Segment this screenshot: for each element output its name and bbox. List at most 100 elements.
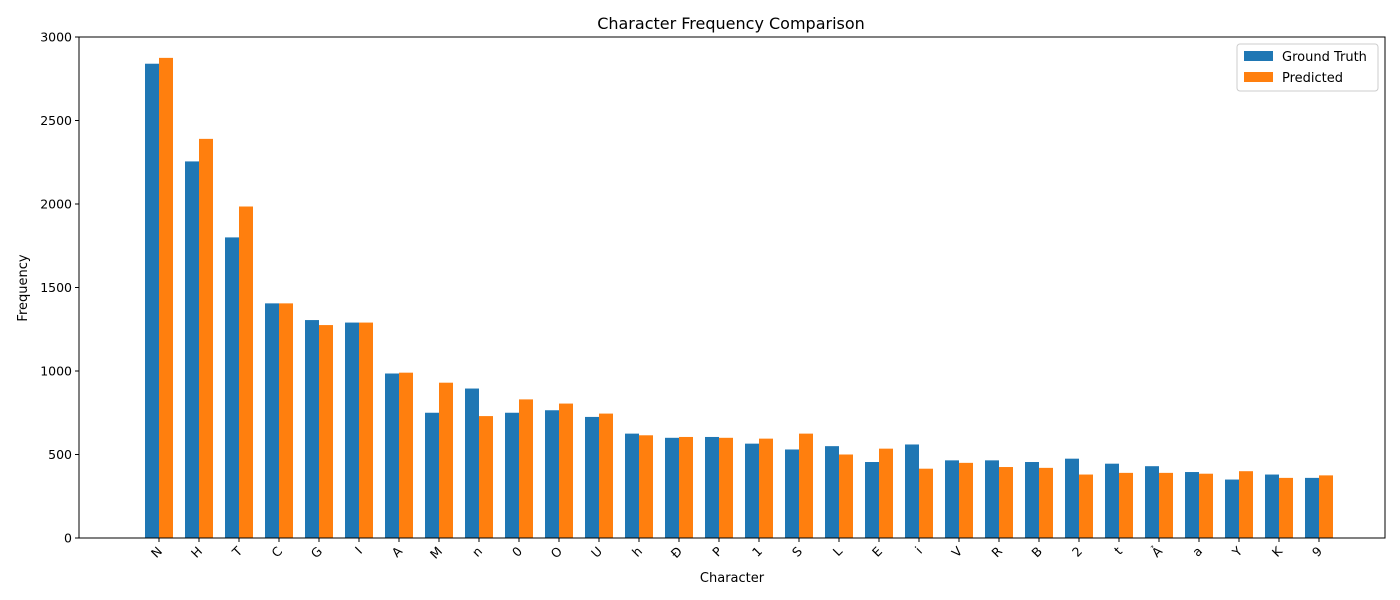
x-tick-label: H: [188, 544, 205, 561]
bar-predicted-12: [639, 435, 653, 538]
bar-ground-truth-23: [1065, 458, 1079, 538]
x-tick-label: S: [789, 543, 805, 559]
y-tick-label: 500: [48, 447, 72, 462]
bar-predicted-0: [159, 57, 173, 538]
legend-swatch-1: [1244, 72, 1273, 82]
y-tick-label: 3000: [40, 30, 72, 45]
x-tick-label: G: [308, 544, 325, 561]
x-tick-label: a: [1189, 544, 1205, 560]
x-tick-label: L: [830, 543, 846, 559]
legend-label-0: Ground Truth: [1282, 50, 1367, 65]
x-tick-label: 0: [509, 543, 525, 559]
y-ticks: 0 500 1000 1500 2000 2500 3000: [40, 30, 79, 546]
x-tick-label: t: [1111, 543, 1125, 557]
bar-predicted-3: [279, 303, 293, 538]
bar-predicted-20: [959, 462, 973, 538]
bar-ground-truth-19: [905, 444, 919, 538]
bar-predicted-18: [879, 448, 893, 538]
x-tick-label: E: [869, 543, 885, 559]
bar-predicted-2: [239, 206, 253, 538]
bar-ground-truth-10: [545, 410, 559, 538]
bar-ground-truth-13: [665, 437, 679, 538]
bar-ground-truth-24: [1105, 463, 1119, 538]
bar-predicted-10: [559, 403, 573, 538]
bar-predicted-7: [439, 382, 453, 538]
legend-label-1: Predicted: [1282, 71, 1343, 86]
bar-predicted-25: [1159, 472, 1173, 538]
x-tick-label: i: [912, 544, 925, 557]
bar-ground-truth-11: [585, 416, 599, 538]
bar-predicted-26: [1199, 473, 1213, 538]
x-tick-label: Y: [1228, 543, 1245, 560]
x-axis-label: Character: [700, 571, 765, 586]
bar-predicted-21: [999, 467, 1013, 538]
bar-predicted-6: [399, 372, 413, 538]
y-axis-label: Frequency: [16, 254, 31, 321]
bar-ground-truth-7: [425, 412, 439, 538]
x-tick-label: V: [948, 543, 965, 560]
x-tick-label: Đ: [668, 544, 685, 561]
bar-predicted-4: [319, 325, 333, 538]
bar-ground-truth-2: [225, 237, 239, 538]
bar-ground-truth-8: [465, 388, 479, 538]
bar-predicted-9: [519, 399, 533, 538]
bar-ground-truth-22: [1025, 462, 1039, 538]
bar-ground-truth-1: [185, 161, 199, 539]
legend-swatch-0: [1244, 51, 1273, 61]
x-tick-label: U: [588, 544, 605, 561]
x-tick-label: I: [352, 544, 365, 557]
y-tick-label: 1000: [40, 364, 72, 379]
bar-ground-truth-25: [1145, 466, 1159, 538]
bar-predicted-27: [1239, 471, 1253, 538]
x-tick-label: N: [148, 544, 165, 561]
y-tick-label: 2000: [40, 197, 72, 212]
bar-ground-truth-0: [145, 63, 159, 538]
bar-predicted-16: [799, 433, 813, 538]
bars-layer: [145, 57, 1333, 539]
bar-predicted-24: [1119, 472, 1133, 538]
chart-title: Character Frequency Comparison: [597, 14, 865, 33]
y-tick-label: 1500: [40, 280, 72, 295]
bar-ground-truth-4: [305, 320, 319, 538]
bar-predicted-13: [679, 436, 693, 538]
bar-predicted-14: [719, 437, 733, 538]
x-tick-label: B: [1028, 544, 1045, 561]
bar-ground-truth-14: [705, 436, 719, 538]
bar-ground-truth-3: [265, 303, 279, 538]
x-tick-label: O: [548, 543, 566, 561]
x-tick-label: 1: [749, 544, 765, 560]
bar-predicted-29: [1319, 475, 1333, 538]
bar-predicted-11: [599, 413, 613, 538]
plot-frame: [78, 36, 1386, 539]
bar-predicted-23: [1079, 474, 1093, 538]
bar-ground-truth-5: [345, 322, 359, 538]
y-tick-label: 2500: [40, 113, 72, 128]
x-tick-label: K: [1269, 543, 1286, 560]
bar-ground-truth-15: [745, 443, 759, 538]
legend: Ground Truth Predicted: [1236, 43, 1379, 92]
x-tick-label: P: [709, 543, 725, 559]
x-tick-label: 9: [1309, 543, 1325, 559]
x-tick-label: Ả: [1148, 542, 1166, 560]
bar-ground-truth-6: [385, 373, 399, 538]
bar-ground-truth-20: [945, 460, 959, 538]
bar-ground-truth-9: [505, 412, 519, 538]
bar-ground-truth-16: [785, 449, 799, 538]
x-tick-label: 2: [1069, 544, 1085, 560]
bar-predicted-17: [839, 454, 853, 538]
bar-predicted-22: [1039, 467, 1053, 538]
x-tick-label: A: [388, 543, 405, 560]
bar-predicted-1: [199, 138, 213, 538]
bar-ground-truth-28: [1265, 474, 1279, 538]
bar-ground-truth-21: [985, 460, 999, 538]
bar-ground-truth-18: [865, 462, 879, 538]
x-tick-label: T: [228, 543, 245, 560]
y-tick-label: 0: [64, 531, 72, 546]
x-tick-label: n: [469, 544, 485, 560]
bar-predicted-19: [919, 468, 933, 538]
bar-predicted-15: [759, 438, 773, 538]
x-tick-label: h: [629, 544, 645, 560]
bar-predicted-8: [479, 416, 493, 538]
